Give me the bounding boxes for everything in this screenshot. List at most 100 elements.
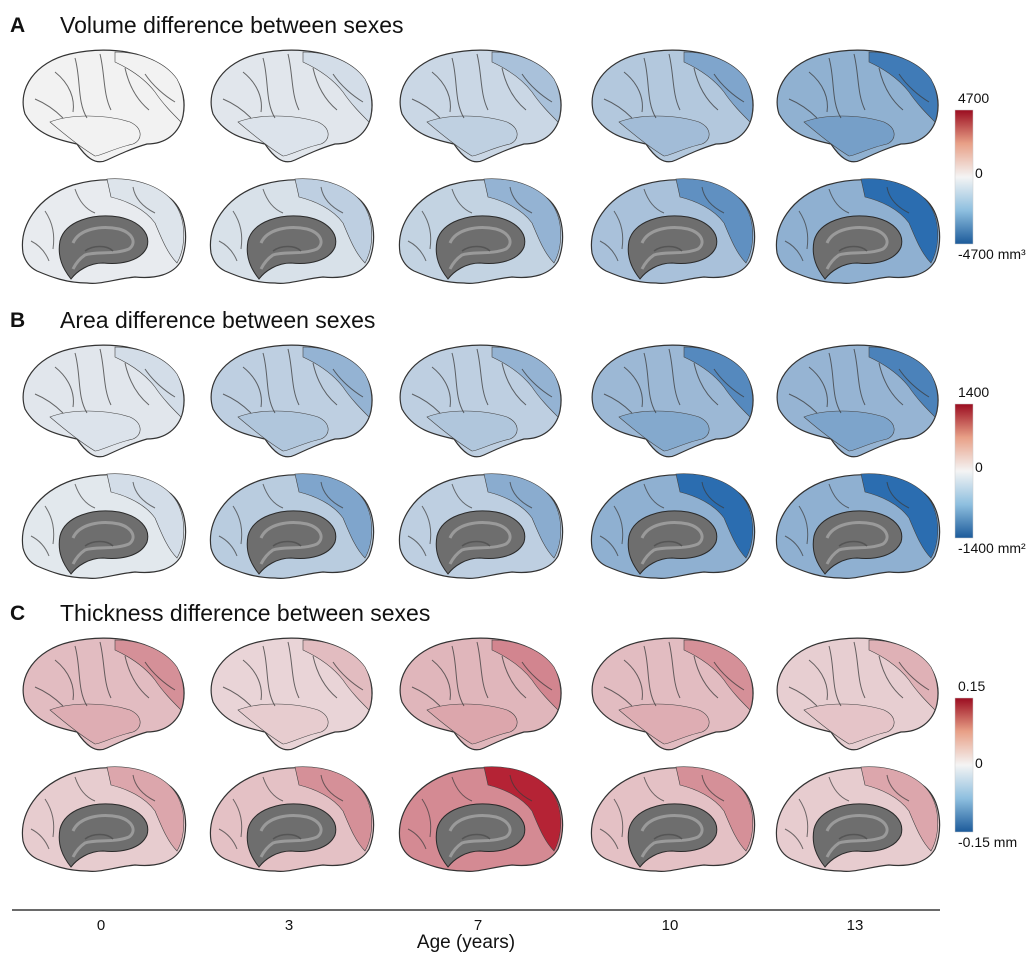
panel-c-medial-brain-4-sulcus-2 xyxy=(886,774,910,802)
panel-a-lateral-brain-0-sulcus-3 xyxy=(124,67,150,111)
panel-a-lateral-brain-1-sulcus-5 xyxy=(332,73,364,103)
panel-a-medial-brain-4-thalamus xyxy=(838,245,868,252)
panel-b-medial-brain-4-sulcus-2 xyxy=(886,481,910,509)
panel-c-lateral-brain-3-frontal-region xyxy=(683,639,753,711)
panel-c-medial-brain-4-sulcus-1 xyxy=(828,776,850,802)
panel-a-medial-brain-0-sulcus-1 xyxy=(74,188,96,214)
panel-a-medial-brain-0-frontal-region xyxy=(106,178,185,264)
panel-a-lateral-brain-1-sulcus-1 xyxy=(287,53,300,111)
panel-b-medial-brain-3-sulcus-3 xyxy=(599,535,619,557)
panel-c-lateral-brain-1-sulcus-4 xyxy=(222,686,252,707)
panel-c-lateral-brain-2-sulcus-2 xyxy=(431,659,451,701)
age-tick-13: 13 xyxy=(846,917,864,934)
colorbar-c-max-label: 0.15 xyxy=(958,678,986,694)
panel-c-lateral-brain-4 xyxy=(776,637,939,751)
panel-c-lateral-brain-3-sulcus-3 xyxy=(693,655,719,699)
panel-b-medial-brain-2-sulcus-2 xyxy=(509,481,533,509)
panel-c-lateral-brain-0-sulcus-5 xyxy=(144,661,176,691)
panel-c-lateral-brain-0 xyxy=(22,637,185,751)
panel-a-medial-brain-1-corpus-callosum xyxy=(259,226,323,270)
panel-a-medial-brain-1-sulcus-3 xyxy=(218,240,238,262)
colorbar-b xyxy=(954,403,974,539)
panel-c-medial-brain-0-sulcus-2 xyxy=(132,774,156,802)
panel-a-lateral-brain-4-sulcus-0 xyxy=(828,57,842,119)
panel-b-medial-brain-0-thalamus xyxy=(84,540,114,547)
panel-a-medial-brain-0-sulcus-2 xyxy=(132,186,156,214)
colorbar-a xyxy=(954,109,974,245)
panel-a-medial-brain-2-frontal-region xyxy=(483,178,562,264)
panel-b-medial-brain-4-sulcus-0 xyxy=(798,505,809,545)
panel-c-lateral-brain-4-sulcus-0 xyxy=(828,645,842,707)
age-tick-7: 7 xyxy=(473,917,483,934)
panel-c-medial-brain-1-frontal-region xyxy=(294,766,373,852)
panel-c-medial-brain-0-corpus-callosum xyxy=(71,814,135,858)
panel-a-lateral-brain-2-sulcus-3 xyxy=(501,67,527,111)
panel-a-medial-brain-4-corpus-callosum xyxy=(825,226,889,270)
panel-c-lateral-brain-1-frontal-region xyxy=(302,639,372,711)
panel-a-medial-brain-1-thalamus xyxy=(272,245,302,252)
panel-b-lateral-brain-4-frontal-region xyxy=(868,346,938,418)
panel-b-medial-brain-1-sulcus-3 xyxy=(218,535,238,557)
panel-a-lateral-brain-3-sulcus-0 xyxy=(643,57,657,119)
panel-b-medial-brain-1-sulcus-2 xyxy=(320,481,344,509)
panel-a-lateral-brain-1-sulcus-3 xyxy=(312,67,338,111)
panel-c-lateral-brain-0-sulcus-4 xyxy=(34,686,64,707)
panel-c-medial-brain-4-frontal-region xyxy=(860,766,939,852)
panel-a-lateral-brain-0-sulcus-1 xyxy=(99,53,112,111)
panel-a-lateral-brain-2-sulcus-0 xyxy=(451,57,465,119)
panel-b-lateral-brain-3-sulcus-5 xyxy=(713,368,745,398)
panel-a-medial-brain-3-thalamus xyxy=(653,245,683,252)
panel-c-lateral-brain-4-sulcus-5 xyxy=(898,661,930,691)
panel-a-lateral-brain-0 xyxy=(22,49,185,163)
panel-a-medial-brain-4-frontal-region xyxy=(860,178,939,264)
panel-c-lateral-brain-1-sulcus-2 xyxy=(242,659,262,701)
panel-b-medial-brain-3-sulcus-1 xyxy=(643,483,665,509)
panel-b-lateral-brain-4-sulcus-5 xyxy=(898,368,930,398)
panel-b-medial-brain-4-frontal-region xyxy=(860,473,939,559)
colorbar-b-mid-label: 0 xyxy=(975,459,983,475)
panel-b-lateral-brain-2-sulcus-5 xyxy=(521,368,553,398)
panel-b-medial-brain-3-thalamus xyxy=(653,540,683,547)
panel-c-medial-brain-0-sulcus-0 xyxy=(44,798,55,838)
panel-a-medial-brain-4-sulcus-1 xyxy=(828,188,850,214)
panel-a-lateral-brain-4-sulcus-5 xyxy=(898,73,930,103)
colorbar-a-mid-label: 0 xyxy=(975,165,983,181)
panel-b-lateral-brain-1-sulcus-5 xyxy=(332,368,364,398)
panel-b-lateral-brain-1-sulcus-1 xyxy=(287,348,300,406)
panel-b-medial-brain-3-sulcus-0 xyxy=(613,505,624,545)
panel-b-lateral-brain-0-sulcus-0 xyxy=(74,352,88,414)
panel-c-medial-brain-2-sulcus-0 xyxy=(421,798,432,838)
panel-a-lateral-brain-0-sulcus-0 xyxy=(74,57,88,119)
panel-a-lateral-brain-1 xyxy=(210,49,373,163)
panel-c-lateral-brain-1-temporal-region xyxy=(237,703,329,745)
panel-a-lateral-brain-1-sulcus-4 xyxy=(222,98,252,119)
panel-a-medial-brain-4-sulcus-0 xyxy=(798,210,809,250)
panel-b-medial-brain-2-corpus-callosum xyxy=(448,521,512,565)
panel-c-lateral-brain-0-sulcus-2 xyxy=(54,659,74,701)
age-tick-0: 0 xyxy=(96,917,106,934)
panel-c-medial-brain-0-sulcus-1 xyxy=(74,776,96,802)
panel-c-medial-brain-2-frontal-region xyxy=(483,766,562,852)
panel-a-lateral-brain-2-temporal-region xyxy=(426,115,518,157)
panel-a-medial-brain-3-corpus-callosum xyxy=(640,226,704,270)
panel-c-medial-brain-1-thalamus xyxy=(272,833,302,840)
panel-b-medial-brain-2 xyxy=(398,473,564,579)
panel-a-lateral-brain-4 xyxy=(776,49,939,163)
colorbar-a-min-label: -4700 mm³ xyxy=(958,246,1026,262)
panel-a-medial-brain-0-sulcus-3 xyxy=(30,240,50,262)
panel-b-lateral-brain-2-sulcus-4 xyxy=(411,393,441,414)
panel-c-lateral-brain-2-sulcus-1 xyxy=(476,641,489,699)
panel-a-medial-brain-1-sulcus-0 xyxy=(232,210,243,250)
panel-a-medial-brain-4-sulcus-3 xyxy=(784,240,804,262)
panel-a-medial-brain-3-sulcus-3 xyxy=(599,240,619,262)
panel-a-letter: A xyxy=(10,14,26,37)
panel-b-lateral-brain-0-temporal-region xyxy=(49,410,141,452)
panel-a-medial-brain-3-frontal-region xyxy=(675,178,754,264)
panel-a-medial-brain-0-corpus-callosum xyxy=(71,226,135,270)
panel-c-medial-brain-3-frontal-region xyxy=(675,766,754,852)
panel-a-lateral-brain-3-sulcus-4 xyxy=(603,98,633,119)
panel-b-lateral-brain-3-sulcus-2 xyxy=(623,366,643,408)
panel-a-lateral-brain-3-sulcus-1 xyxy=(668,53,681,111)
panel-a-lateral-brain-2 xyxy=(399,49,562,163)
panel-b-medial-brain-3 xyxy=(590,473,756,579)
